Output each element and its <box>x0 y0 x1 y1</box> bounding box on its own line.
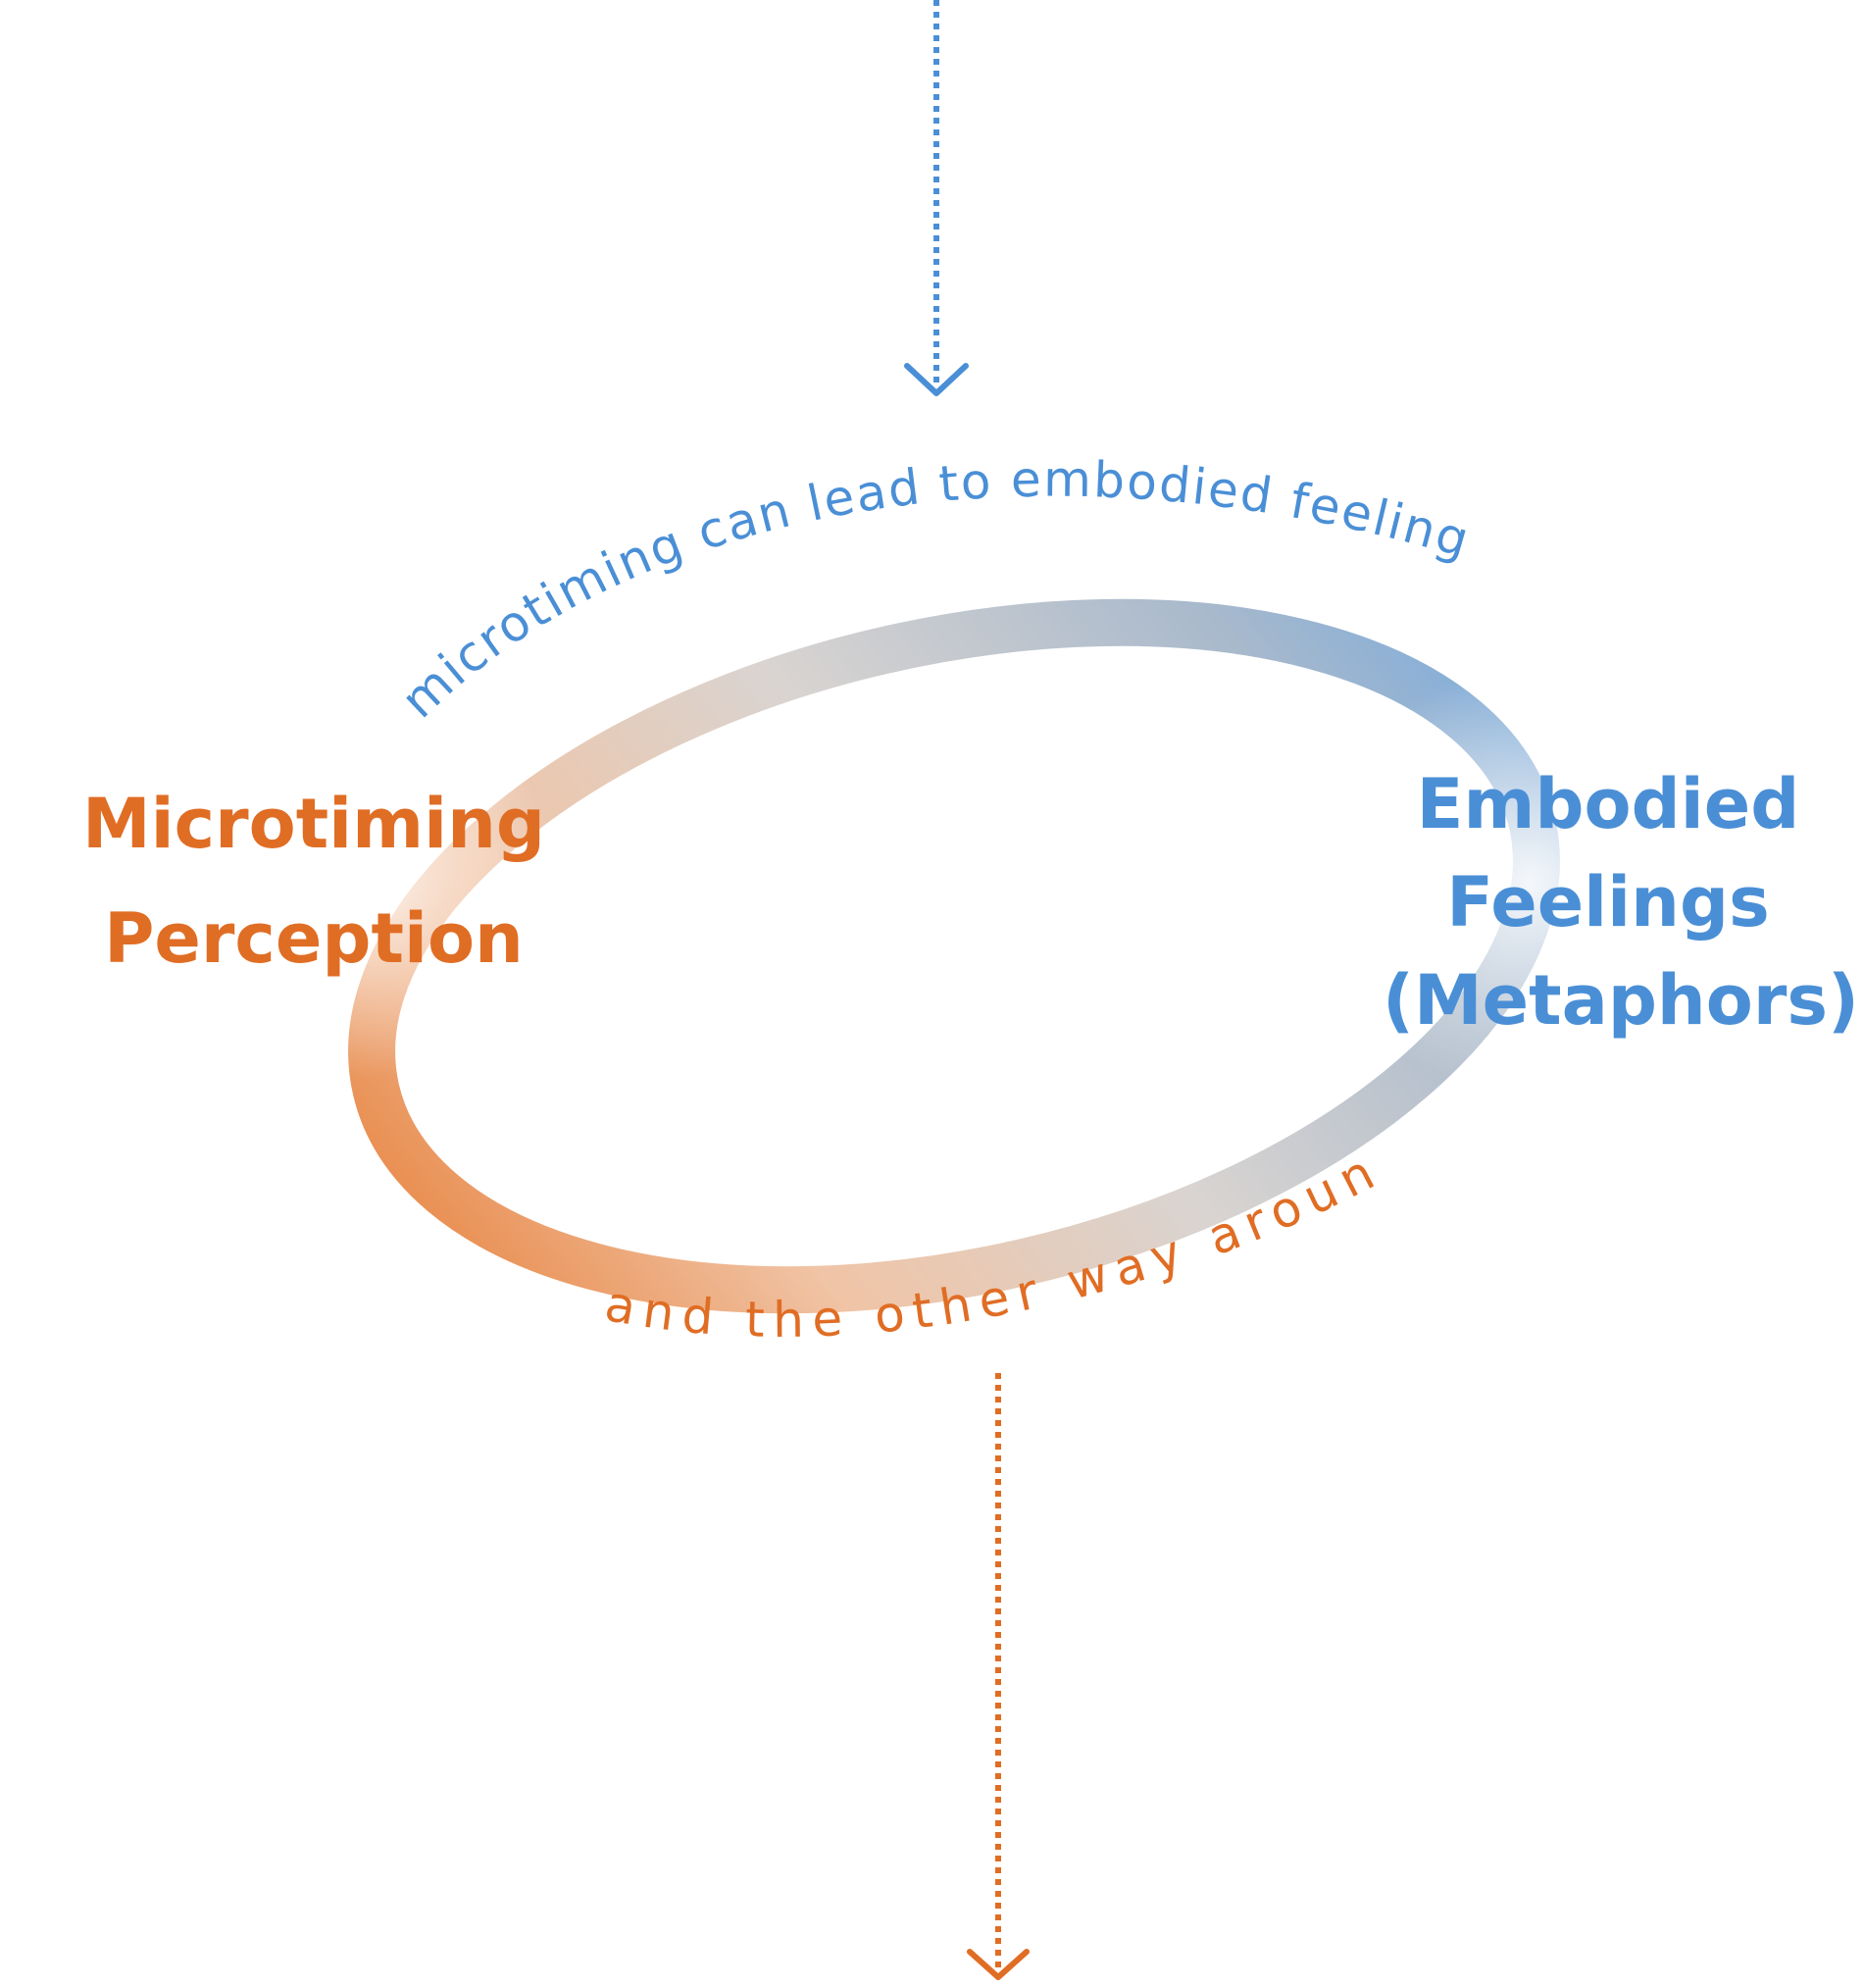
node-microtiming-perception: Microtiming Perception <box>78 790 549 1019</box>
node-embodied-feelings: Embodied Feelings (Metaphors) <box>1383 764 1860 1064</box>
bottom-arc-label: and the other way around? <box>0 0 1382 1349</box>
node-right-line2: Feelings <box>1446 862 1770 943</box>
loop-fade-right <box>1314 667 1745 1098</box>
node-left-line1: Microtiming <box>81 784 546 864</box>
node-left-line2: Perception <box>104 898 524 979</box>
node-right-line3: (Metaphors) <box>1383 960 1860 1041</box>
loop-fade-left <box>167 687 559 1079</box>
bottom-arrowhead-icon <box>967 1949 1030 1980</box>
node-right-line1: Embodied <box>1416 764 1800 844</box>
top-arrowhead-icon <box>904 363 969 396</box>
